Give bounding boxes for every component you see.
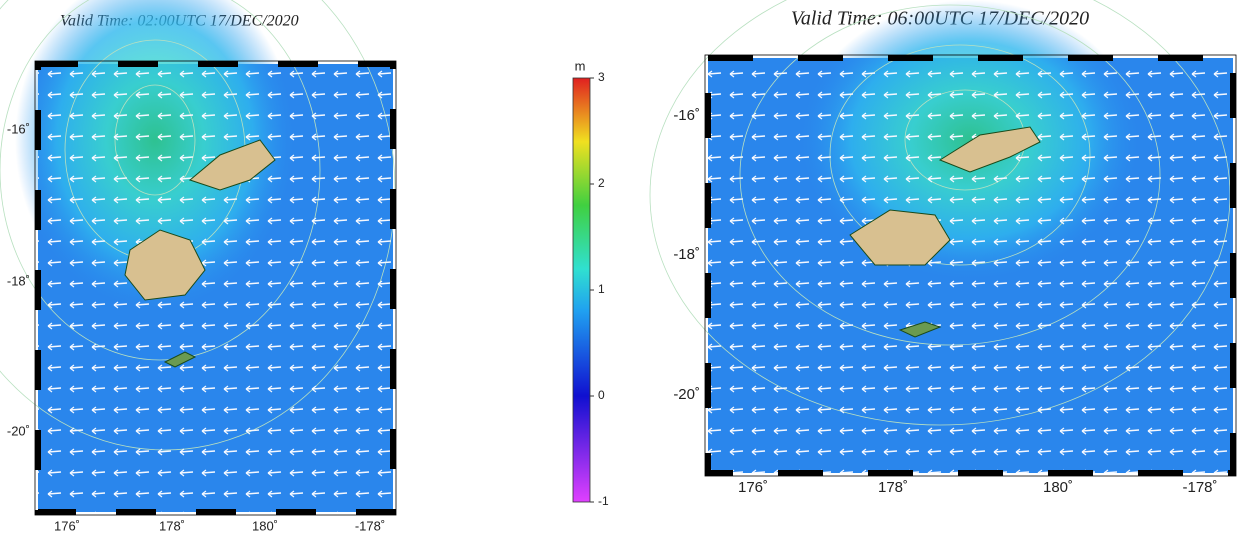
lat-label: -18˚: [7, 273, 30, 288]
lon-label: -178˚: [355, 518, 385, 533]
colorbar-tick-label: 0: [598, 388, 605, 402]
island: [163, 351, 197, 368]
lat-label: -16˚: [7, 121, 30, 136]
map-border: [34, 60, 397, 516]
lon-label: 180˚: [252, 518, 278, 533]
island: [938, 126, 1041, 173]
colorbar-unit: m: [575, 58, 586, 73]
island: [849, 209, 951, 266]
map-frame: [35, 61, 396, 515]
colorbar-tick-label: -1: [598, 494, 609, 508]
wind-arrows: [38, 64, 393, 512]
lon-label: 178˚: [159, 518, 185, 533]
lon-label: 176˚: [54, 518, 80, 533]
island: [188, 139, 276, 191]
lon-label: 180˚: [1043, 479, 1073, 496]
island: [124, 229, 206, 301]
colorbar-tick-label: 1: [598, 282, 605, 296]
lon-label: -178˚: [1182, 479, 1217, 496]
lat-label: -18˚: [673, 246, 700, 263]
lat-label: -16˚: [673, 107, 700, 124]
wind-arrows: [708, 58, 1233, 473]
map-panel: Valid Time: 06:00UTC 17/DEC/2020: [649, 0, 1237, 477]
colorbar-tick-label: 3: [598, 70, 605, 84]
colorbar-scale: [572, 77, 591, 503]
lat-label: -20˚: [7, 423, 30, 438]
map-border: [704, 54, 1237, 477]
colorbar: m: [572, 58, 591, 503]
map-panel: Valid Time: 02:00UTC 17/DEC/2020: [0, 0, 397, 516]
map-frame: [705, 55, 1236, 476]
colorbar-tick-label: 2: [598, 176, 605, 190]
lon-label: 178˚: [878, 479, 908, 496]
lat-label: -20˚: [673, 386, 700, 403]
lon-label: 176˚: [738, 479, 768, 496]
island: [898, 321, 942, 338]
